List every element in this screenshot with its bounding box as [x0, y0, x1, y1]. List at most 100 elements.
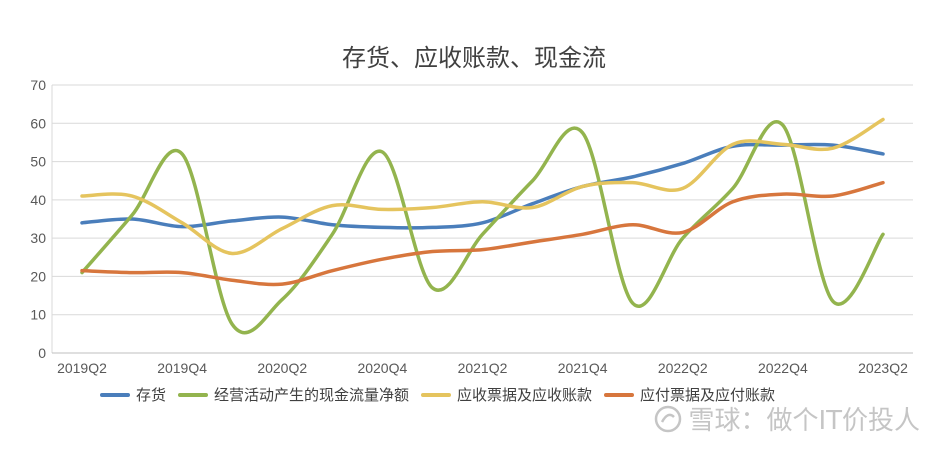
y-tick-label: 60	[30, 115, 46, 131]
y-tick-label: 0	[38, 345, 46, 361]
data-point	[481, 221, 484, 225]
data-point	[531, 202, 534, 205]
x-tick-label: 2020Q2	[257, 360, 307, 376]
data-point	[681, 162, 684, 165]
y-tick-label: 30	[30, 230, 46, 246]
x-tick-label: 2019Q2	[57, 360, 107, 376]
data-point	[531, 179, 534, 182]
data-point	[80, 269, 84, 272]
data-point	[230, 219, 234, 223]
x-tick-label: 2019Q4	[157, 360, 207, 376]
data-point	[831, 143, 835, 147]
x-tick-label: 2023Q2	[858, 360, 908, 376]
y-tick-label: 70	[30, 77, 46, 93]
data-point	[331, 204, 334, 207]
series-line-1	[80, 120, 885, 335]
data-point	[781, 143, 785, 146]
data-point	[481, 233, 484, 236]
data-point	[781, 192, 785, 196]
data-point	[331, 233, 334, 236]
data-point	[881, 181, 885, 184]
data-point	[431, 226, 434, 229]
legend-item-operating-cash-flow: 经营活动产生的现金流量净额	[178, 384, 409, 405]
x-tick-label: 2020Q4	[357, 360, 407, 376]
legend-swatch	[421, 392, 452, 397]
data-point	[731, 200, 735, 203]
series-layer	[80, 117, 885, 335]
data-point	[631, 181, 634, 184]
data-point	[781, 124, 785, 127]
data-point	[881, 152, 885, 156]
data-point	[831, 300, 835, 303]
data-point	[431, 286, 434, 290]
data-point	[381, 258, 384, 261]
data-point	[681, 231, 684, 234]
data-point	[731, 143, 735, 146]
data-point	[230, 279, 234, 282]
data-point	[631, 175, 634, 179]
legend-item-inventory: 存货	[100, 384, 166, 405]
legend-item-receivables: 应收票据及应收账款	[421, 384, 592, 405]
y-tick-label: 10	[30, 307, 46, 323]
data-point	[130, 271, 134, 274]
legend-label: 存货	[136, 386, 167, 404]
data-point	[381, 226, 384, 229]
data-point	[230, 252, 234, 255]
data-point	[481, 248, 484, 251]
data-point	[331, 269, 334, 272]
data-point	[130, 213, 134, 217]
watermark-text: 雪球：做个IT价投人	[688, 406, 920, 436]
data-point	[431, 206, 434, 209]
data-point	[281, 282, 284, 286]
data-point	[631, 302, 634, 305]
data-point	[831, 146, 835, 150]
data-point	[180, 271, 184, 274]
data-point	[581, 185, 584, 188]
data-point	[531, 206, 534, 209]
data-point	[281, 298, 284, 301]
data-point	[431, 250, 434, 253]
data-point	[180, 221, 184, 225]
x-tick-label: 2021Q2	[458, 360, 508, 376]
data-point	[230, 323, 234, 326]
x-tick-label: 2022Q2	[658, 360, 708, 376]
data-point	[130, 194, 134, 198]
data-point	[581, 131, 584, 135]
legend-swatch	[178, 392, 209, 397]
data-point	[831, 194, 835, 198]
legend-label: 应收票据及应收账款	[457, 386, 593, 404]
x-tick-label: 2021Q4	[558, 360, 608, 376]
data-point	[631, 223, 634, 226]
legend-label: 经营活动产生的现金流量净额	[214, 386, 410, 404]
data-point	[381, 150, 384, 154]
legend-item-payables: 应付票据及应付账款	[604, 384, 775, 405]
data-point	[681, 187, 684, 190]
data-point	[180, 225, 184, 228]
legend-label: 应付票据及应付账款	[640, 386, 776, 404]
data-point	[481, 200, 484, 203]
legend: 存货 经营活动产生的现金流量净额 应收票据及应收账款 应付票据及应付账款	[100, 384, 775, 405]
data-point	[281, 227, 284, 230]
axis-layer: 0 10 20 30 40 50 60 70 2019Q2 2019Q4 2020Q2 2020Q4 2…	[30, 77, 913, 376]
chart-title: 存货、应收账款、现金流	[342, 44, 606, 72]
data-point	[581, 233, 584, 236]
legend-swatch	[604, 392, 635, 397]
grid-layer	[52, 84, 913, 316]
y-tick-label: 20	[30, 268, 46, 284]
y-tick-label: 50	[30, 154, 46, 170]
data-point	[531, 240, 534, 244]
x-tick-label: 2022Q4	[758, 360, 808, 376]
y-tick-label: 40	[30, 192, 46, 208]
data-point	[80, 221, 84, 225]
data-point	[731, 187, 735, 190]
data-point	[180, 152, 184, 156]
legend-swatch	[100, 392, 130, 397]
data-point	[80, 194, 84, 198]
data-point	[281, 215, 284, 219]
watermark: 雪球：做个IT价投人	[654, 400, 920, 437]
data-point	[381, 208, 384, 211]
data-point	[331, 223, 334, 226]
data-point	[681, 236, 684, 240]
